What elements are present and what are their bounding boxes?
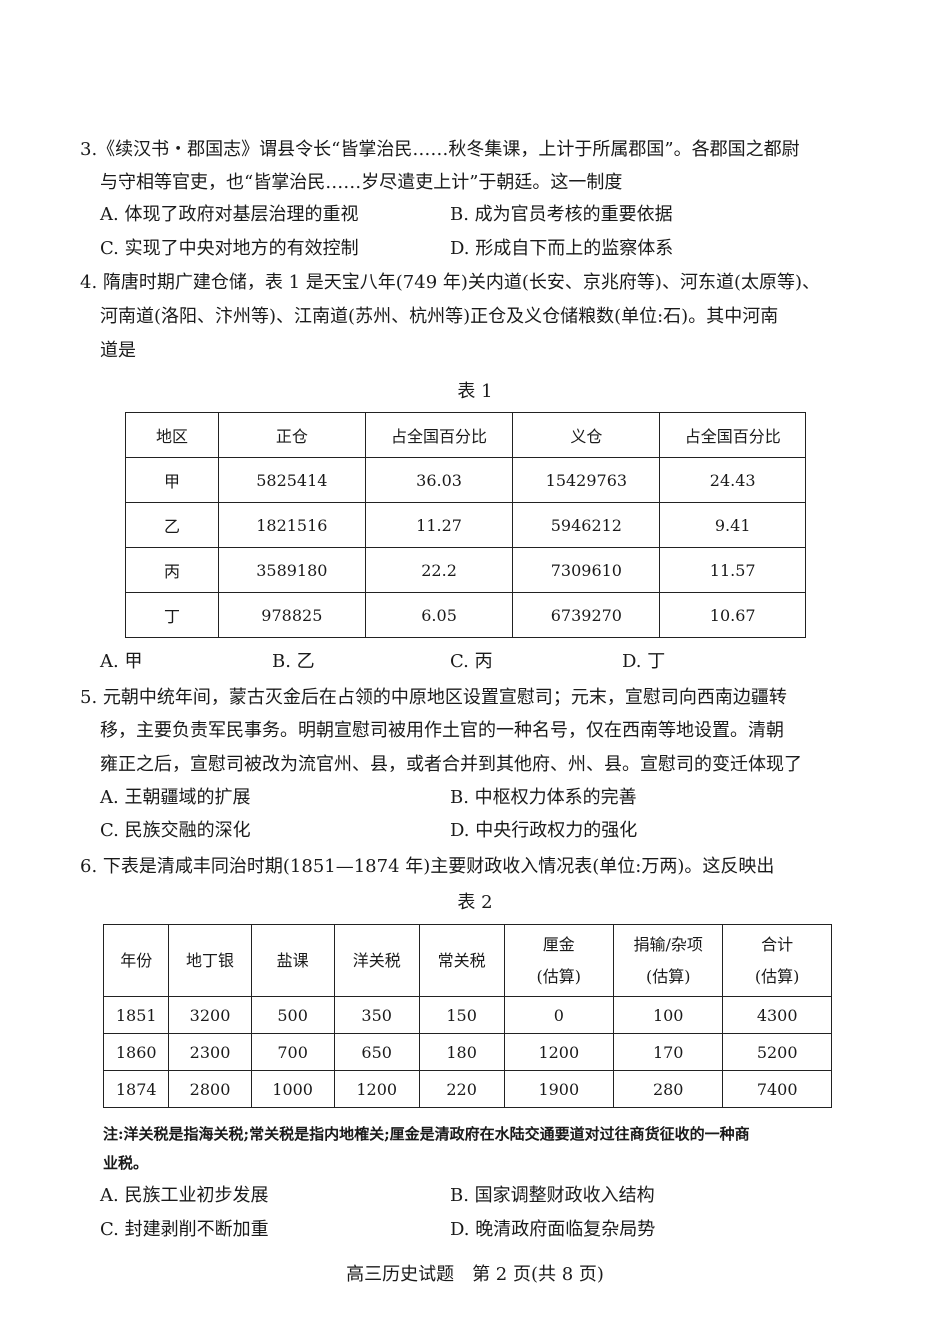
option-b: B. 成为官员考核的重要依据: [450, 204, 673, 225]
question-text: 河南道(洛阳、汴州等)、江南道(苏州、杭州等)正仓及义仓储粮数(单位:石)。其中…: [100, 306, 779, 327]
table-cell: 3589180: [217, 547, 366, 593]
column-header: 地丁银: [168, 924, 252, 997]
option-d: D. 中央行政权力的强化: [450, 820, 638, 841]
option-b: B. 中枢权力体系的完善: [450, 787, 637, 808]
table-cell: 170: [613, 1033, 724, 1071]
table-cell: 0: [503, 996, 615, 1034]
column-header: 厘金 (估算): [503, 924, 615, 997]
question-text: 6. 下表是清咸丰同治时期(1851—1874 年)主要财政收入情况表(单位:万…: [80, 856, 775, 877]
table-caption: 表 1: [457, 381, 493, 402]
column-header: 占全国百分比: [659, 412, 806, 458]
table-cell: 700: [250, 1033, 335, 1071]
option-c: C. 封建剥削不断加重: [100, 1219, 269, 1240]
table-row: 丁 978825 6.05 6739270 10.67: [125, 592, 806, 638]
question-text: 道是: [100, 340, 136, 361]
table-cell: 1200: [333, 1070, 420, 1108]
table-cell: 100: [613, 996, 724, 1034]
table-cell: 650: [333, 1033, 420, 1071]
option-b: B. 国家调整财政收入结构: [450, 1185, 655, 1206]
table-row: 1851 3200 500 350 150 0 100 4300: [102, 996, 832, 1034]
fiscal-revenue-table: 年份 地丁银 盐课 洋关税 常关税 厘金 (估算) 捐输/杂项 (估算) 合计 (估算) 185…: [102, 924, 832, 1108]
option-a: A. 民族工业初步发展: [100, 1185, 269, 1206]
option-a: A. 甲: [100, 651, 143, 672]
table-cell: 180: [418, 1033, 505, 1071]
option-a: A. 体现了政府对基层治理的重视: [100, 204, 359, 225]
option-c: C. 民族交融的深化: [100, 820, 251, 841]
table-cell: 500: [250, 996, 335, 1034]
table-cell: 1900: [503, 1070, 615, 1108]
option-b: B. 乙: [272, 651, 315, 672]
table-cell: 丙: [125, 547, 219, 593]
table-cell: 7400: [722, 1070, 832, 1108]
table-cell: 22.2: [364, 547, 514, 593]
table-header-row: 地区 正仓 占全国百分比 义仓 占全国百分比: [125, 412, 806, 458]
table-cell: 15429763: [512, 457, 661, 503]
table-cell: 5825414: [217, 457, 366, 503]
table-cell: 乙: [125, 502, 219, 548]
table-cell: 24.43: [659, 457, 806, 503]
table-cell: 220: [418, 1070, 505, 1108]
table-cell: 150: [418, 996, 505, 1034]
table-cell: 1821516: [217, 502, 366, 548]
option-d: D. 晚清政府面临复杂局势: [450, 1219, 656, 1240]
column-header: 捐输/杂项 (估算): [613, 924, 724, 997]
table-caption: 表 2: [457, 892, 493, 913]
column-header: 义仓: [512, 412, 661, 458]
option-d: D. 形成自下而上的监察体系: [450, 238, 674, 259]
table-cell: 丁: [125, 592, 219, 638]
question-text: 5. 元朝中统年间，蒙古灭金后在占领的中原地区设置宣慰司；元末，宣慰司向西南边疆…: [80, 687, 787, 708]
table-cell: 1860: [102, 1033, 170, 1071]
option-c: C. 丙: [450, 651, 493, 672]
table-cell: 36.03: [364, 457, 514, 503]
question-text: 4. 隋唐时期广建仓储，表 1 是天宝八年(749 年)关内道(长安、京兆府等)…: [80, 272, 821, 293]
table-note: 注:洋关税是指海关税;常关税是指内地榷关;厘金是清政府在水陆交通要道对过往商货征…: [103, 1125, 750, 1143]
column-header: 合计 (估算): [722, 924, 832, 997]
table-cell: 甲: [125, 457, 219, 503]
table-cell: 4300: [722, 996, 832, 1034]
question-text: 移，主要负责军民事务。明朝宣慰司被用作土官的一种名号，仅在西南等地设置。清朝: [100, 720, 784, 741]
table-cell: 350: [333, 996, 420, 1034]
column-header: 年份: [102, 924, 170, 997]
table-cell: 1874: [102, 1070, 170, 1108]
page-footer: 高三历史试题 第 2 页(共 8 页): [346, 1264, 604, 1285]
question-text: 与守相等官吏，也“皆掌治民……岁尽遣吏上计”于朝廷。这一制度: [100, 172, 623, 193]
grain-storage-table: 地区 正仓 占全国百分比 义仓 占全国百分比甲 5825414 36.03 15429763 2…: [125, 412, 806, 638]
question-text: 雍正之后，宣慰司被改为流官州、县，或者合并到其他府、州、县。宣慰司的变迁体现了: [100, 754, 802, 775]
table-cell: 1200: [503, 1033, 615, 1071]
table-cell: 5946212: [512, 502, 661, 548]
table-row: 乙 1821516 11.27 5946212 9.41: [125, 502, 806, 548]
table-cell: 2800: [168, 1070, 252, 1108]
table-row: 甲 5825414 36.03 15429763 24.43: [125, 457, 806, 503]
table-cell: 280: [613, 1070, 724, 1108]
table-cell: 3200: [168, 996, 252, 1034]
column-header: 占全国百分比: [364, 412, 514, 458]
column-header: 洋关税: [333, 924, 420, 997]
table-cell: 1000: [250, 1070, 335, 1108]
table-cell: 11.57: [659, 547, 806, 593]
column-header: 地区: [125, 412, 219, 458]
table-cell: 5200: [722, 1033, 832, 1071]
table-cell: 6.05: [364, 592, 514, 638]
table-header-row: 年份 地丁银 盐课 洋关税 常关税 厘金 (估算) 捐输/杂项 (估算) 合计 (估算): [102, 924, 832, 997]
table-row: 1860 2300 700 650 180 1200 170 5200: [102, 1033, 832, 1071]
column-header: 正仓: [217, 412, 366, 458]
table-cell: 7309610: [512, 547, 661, 593]
table-cell: 978825: [217, 592, 366, 638]
table-cell: 6739270: [512, 592, 661, 638]
option-c: C. 实现了中央对地方的有效控制: [100, 238, 359, 259]
table-cell: 9.41: [659, 502, 806, 548]
column-header: 盐课: [250, 924, 335, 997]
table-note: 业税。: [103, 1154, 149, 1172]
table-cell: 1851: [102, 996, 170, 1034]
question-text: 3.《续汉书・郡国志》谓县令长“皆掌治民……秋冬集课，上计于所属郡国”。各郡国之…: [80, 139, 800, 160]
option-d: D. 丁: [622, 651, 666, 672]
table-row: 1874 2800 1000 1200 220 1900 280 7400: [102, 1070, 832, 1108]
table-cell: 2300: [168, 1033, 252, 1071]
table-row: 丙 3589180 22.2 7309610 11.57: [125, 547, 806, 593]
option-a: A. 王朝疆域的扩展: [100, 787, 251, 808]
table-cell: 10.67: [659, 592, 806, 638]
table-cell: 11.27: [364, 502, 514, 548]
column-header: 常关税: [418, 924, 505, 997]
